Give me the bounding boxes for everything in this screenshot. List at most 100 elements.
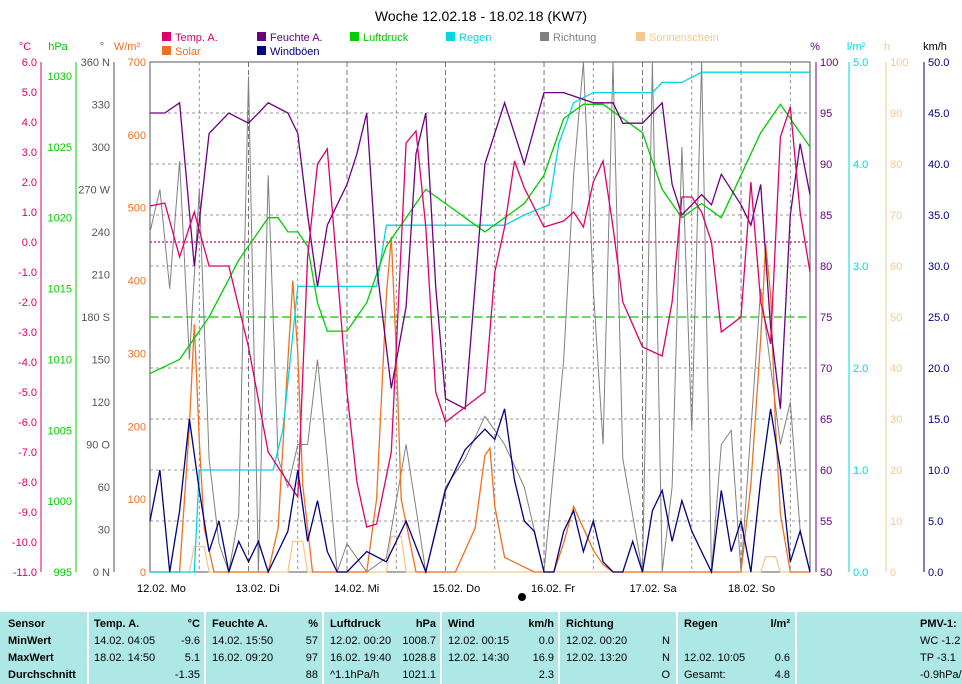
stats-header-sensor: Sensor [8,618,46,630]
stats-pmv-value: WC -1.2 [920,635,961,647]
stats-panel-wind [442,612,558,684]
axis-tick-sunshine: 80 [890,159,902,171]
axis-tick-temp: 0.0 [22,237,37,249]
axis-tick-solar: 700 [128,57,146,69]
stats-wind-value: 0.0 [538,635,554,647]
stats-temp-value: 5.1 [184,652,200,664]
stats-header-regen-unit: l/m² [770,618,790,630]
axis-tick-wind: 20.0 [928,363,949,375]
axis-tick-wind: 10.0 [928,465,949,477]
stats-panel-regen [678,612,795,684]
stats-table: Sensor Temp. A. °C Feuchte A. % Luftdruc… [0,612,962,684]
stats-pmv-value: -0.9hPa/ [920,669,962,681]
stats-panel-luft [324,612,440,684]
axis-tick-pressure: 1000 [48,496,72,508]
axis-tick-direction: 300 [92,142,110,154]
stats-header-wind-unit: km/h [528,618,554,630]
axis-tick-wind: 45.0 [928,108,949,120]
x-tick-label: 12.02. Mo [137,583,186,595]
legend-swatch [162,46,171,55]
axis-unit-pressure: hPa [48,41,68,53]
axis-tick-sunshine: 30 [890,414,902,426]
stats-richtung-value: N [662,652,670,664]
stats-regen-time: Gesamt: [684,669,726,681]
axis-tick-wind: 40.0 [928,159,949,171]
weather-chart: Woche 12.02.18 - 18.02.18 (KW7) Temp. A.… [12,8,949,601]
stats-header-temp: Temp. A. [94,618,140,630]
legend-label: Temp. A. [175,32,218,44]
axis-tick-humidity: 75 [820,312,832,324]
axis-tick-direction: 30 [98,525,110,537]
axis-tick-direction: 180 S [81,312,110,324]
stats-feuchte-time: 14.02. 15:50 [212,635,274,647]
stats-panel-feuchte [206,612,322,684]
axis-tick-temp: 5.0 [22,87,37,99]
axis-tick-solar: 500 [128,203,146,215]
stats-luft-value: 1028.8 [402,652,436,664]
axis-unit-humidity: % [810,41,820,53]
stats-richtung-time: 12.02. 00:20 [566,635,628,647]
axis-tick-temp: -4.0 [18,357,37,369]
legend-label: Regen [459,32,491,44]
x-tick-label: 15.02. Do [433,583,481,595]
axis-tick-wind: 25.0 [928,312,949,324]
stats-row-label: MinWert [8,635,52,647]
stats-row-avg: Durchschnitt -1.35 88 ^1.1hPa/h 1021.1 2… [0,667,962,683]
x-tick-label: 17.02. Sa [630,583,678,595]
axis-tick-sunshine: 40 [890,363,902,375]
series-luftdruck [149,103,811,375]
stats-temp-time: 14.02. 04:05 [94,635,156,647]
axis-tick-temp: 4.0 [22,117,37,129]
axis-unit-sunshine: h [884,41,890,53]
axis-tick-temp: -7.0 [18,447,37,459]
series-solar [150,236,810,573]
axis-tick-rain: 4.0 [853,159,868,171]
stats-header-feuchte-unit: % [308,618,318,630]
axis-tick-wind: 0.0 [928,567,943,579]
stats-header-luft: Luftdruck [330,618,381,630]
axis-tick-sunshine: 100 [890,57,908,69]
stats-feuchte-time: 16.02. 09:20 [212,652,274,664]
axis-tick-sunshine: 50 [890,312,902,324]
axis-unit-rain: l/m² [847,41,866,53]
axis-unit-temp: °C [19,41,31,53]
axis-tick-solar: 300 [128,348,146,360]
stats-regen-value: 4.8 [774,669,790,681]
moon-phase-icon [518,593,526,601]
stats-richtung-value: O [661,669,670,681]
axis-tick-direction: 270 W [78,185,110,197]
axis-tick-sunshine: 60 [890,261,902,273]
legend: Temp. A. Solar Feuchte A. Windböen Luftdruck… [162,32,719,58]
x-axis-labels: 12.02. Mo 13.02. Di 14.02. Mi 15.02. Do 16.0… [137,583,775,595]
axis-tick-temp: -1.0 [18,267,37,279]
series-windb-en [149,408,811,575]
stats-header-luft-unit: hPa [415,618,436,630]
axis-tick-temp: 1.0 [22,207,37,219]
series-regen [150,71,810,573]
axis-tick-direction: 0 N [93,567,110,579]
stats-temp-value: -1.35 [174,669,200,681]
stats-header-temp-unit: °C [187,618,200,630]
axis-tick-solar: 600 [128,130,146,142]
axis-tick-temp: -2.0 [18,297,37,309]
x-tick-label: 16.02. Fr [531,583,575,595]
stats-luft-value: 1008.7 [402,635,436,647]
axis-tick-direction: 240 [92,227,110,239]
stats-luft-time: 12.02. 00:20 [330,635,392,647]
axis-tick-solar: 200 [128,421,146,433]
axis-tick-sunshine: 10 [890,516,902,528]
axis-tick-solar: 400 [128,276,146,288]
stats-feuchte-value: 97 [305,652,318,664]
series-richtung [149,61,811,574]
stats-temp-time: 18.02. 14:50 [94,652,156,664]
legend-label: Solar [175,46,201,58]
plot-area [149,61,811,575]
legend-label: Windböen [270,46,320,58]
axis-tick-pressure: 1020 [48,213,72,225]
axis-tick-direction: 90 O [86,440,110,452]
axis-tick-rain: 2.0 [853,363,868,375]
legend-label: Richtung [553,32,596,44]
axis-tick-humidity: 95 [820,108,832,120]
axis-tick-sunshine: 90 [890,108,902,120]
stats-wind-time: 12.02. 00:15 [448,635,510,647]
